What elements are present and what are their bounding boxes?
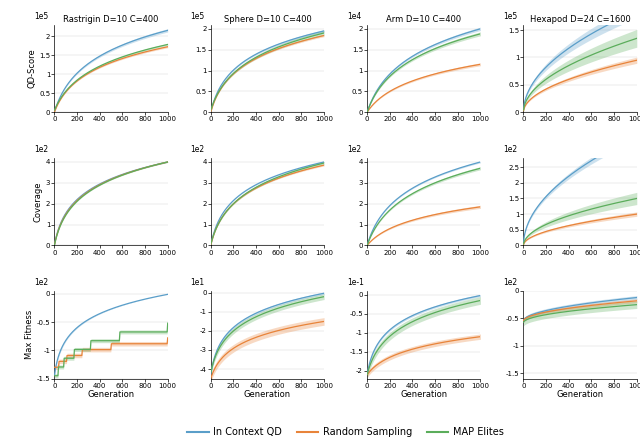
- Text: 1e2: 1e2: [190, 145, 205, 154]
- X-axis label: Generation: Generation: [88, 390, 134, 399]
- X-axis label: Generation: Generation: [557, 390, 604, 399]
- Text: 1e2: 1e2: [34, 279, 48, 288]
- Title: Sphere D=10 C=400: Sphere D=10 C=400: [223, 15, 311, 24]
- Text: 1e4: 1e4: [347, 12, 361, 21]
- Title: Arm D=10 C=400: Arm D=10 C=400: [386, 15, 461, 24]
- Text: 1e1: 1e1: [190, 279, 205, 288]
- Text: 1e5: 1e5: [34, 12, 48, 21]
- Text: 1e2: 1e2: [503, 279, 517, 288]
- Y-axis label: Coverage: Coverage: [34, 181, 43, 222]
- Title: Hexapod D=24 C=1600: Hexapod D=24 C=1600: [530, 15, 630, 24]
- Text: 1e2: 1e2: [503, 145, 517, 154]
- Text: 1e5: 1e5: [190, 12, 205, 21]
- Y-axis label: QD-Score: QD-Score: [28, 48, 36, 88]
- Title: Rastrigin D=10 C=400: Rastrigin D=10 C=400: [63, 15, 159, 24]
- Legend: In Context QD, Random Sampling, MAP Elites: In Context QD, Random Sampling, MAP Elit…: [183, 423, 508, 441]
- X-axis label: Generation: Generation: [400, 390, 447, 399]
- Text: 1e2: 1e2: [34, 145, 48, 154]
- X-axis label: Generation: Generation: [244, 390, 291, 399]
- Y-axis label: Max Fitness: Max Fitness: [25, 310, 34, 359]
- Text: 1e5: 1e5: [503, 12, 517, 21]
- Text: 1e2: 1e2: [347, 145, 361, 154]
- Text: 1e-1: 1e-1: [347, 279, 364, 288]
